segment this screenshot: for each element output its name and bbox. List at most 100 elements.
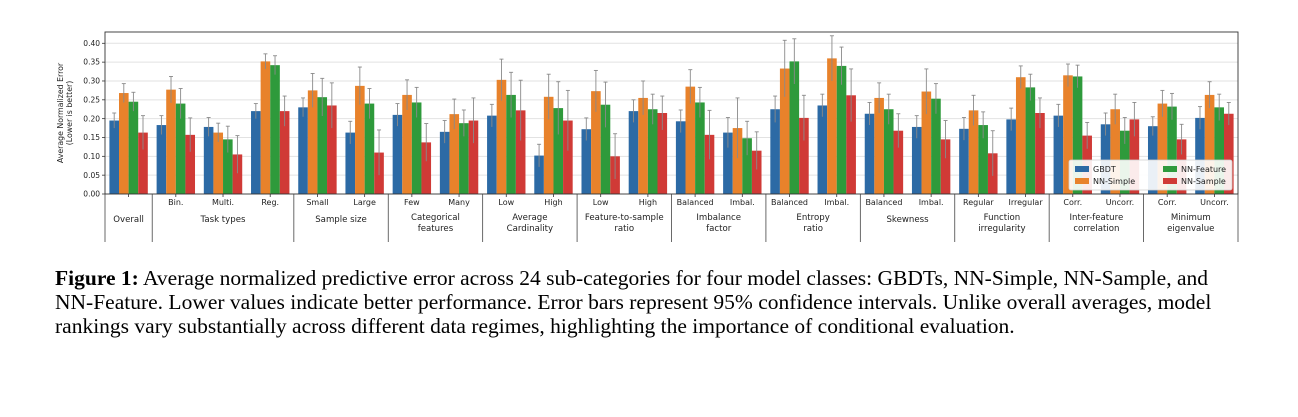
bar <box>1157 103 1168 194</box>
y-tick-label: 0.00 <box>83 190 100 199</box>
bar <box>1214 107 1224 194</box>
bar <box>402 94 412 194</box>
bar <box>921 91 932 194</box>
group-label: Feature-to-sample <box>585 213 664 223</box>
chart-container: 0.00 0.05 0.10 0.15 0.20 0.25 0.30 0.35 0.40 Aver… <box>56 31 1239 242</box>
bar <box>600 104 611 194</box>
x-tick-label: Low <box>498 198 514 207</box>
group-label: Skewness <box>886 215 929 225</box>
bar <box>827 58 837 194</box>
x-tick-label: Imbal. <box>919 198 944 207</box>
bar <box>1025 87 1036 194</box>
group-label: Cardinality <box>507 224 553 234</box>
bar <box>1015 77 1026 194</box>
bar <box>468 120 479 194</box>
bar <box>411 102 422 194</box>
bar <box>1063 75 1073 194</box>
x-tick-label: Balanced <box>865 198 902 207</box>
x-tick-label: Uncorr. <box>1106 198 1134 207</box>
y-tick-label: 0.20 <box>83 114 100 123</box>
x-tick-label: Balanced <box>677 198 714 207</box>
group-label: Imbalance <box>696 213 741 223</box>
bar <box>628 111 639 194</box>
bar <box>723 132 733 194</box>
bar <box>232 154 243 194</box>
bar <box>515 110 526 194</box>
bar <box>327 105 337 194</box>
legend-label: NN-Feature <box>1181 165 1226 174</box>
group-label: Sample size <box>315 215 367 225</box>
x-tick-label: Few <box>404 198 420 207</box>
bar <box>534 155 544 194</box>
group-label: features <box>418 224 454 234</box>
bar <box>647 109 658 194</box>
caption-label: Figure 1: <box>55 266 139 290</box>
legend-swatch <box>1075 166 1089 172</box>
bar <box>978 125 988 194</box>
bar <box>345 132 356 194</box>
bar <box>657 113 668 194</box>
group-label: Entropy <box>796 213 829 223</box>
bar <box>298 107 308 194</box>
x-tick-label: Many <box>448 198 470 207</box>
legend-swatch <box>1163 166 1177 172</box>
bar <box>779 68 790 194</box>
bar <box>959 128 969 194</box>
group-label: Function <box>984 213 1021 223</box>
bar <box>506 94 516 194</box>
bar <box>638 97 648 194</box>
bar <box>789 61 800 194</box>
bar <box>732 128 743 194</box>
y-tick-label: 0.30 <box>83 77 100 86</box>
bar <box>685 86 696 194</box>
bar <box>251 111 261 194</box>
bar <box>883 109 894 194</box>
bar <box>213 132 224 194</box>
bar <box>487 115 497 194</box>
bar <box>799 117 809 194</box>
x-tick-label: Low <box>593 198 609 207</box>
bar <box>459 123 469 194</box>
y-tick-label: 0.35 <box>83 58 100 67</box>
x-tick-label: High <box>544 198 562 207</box>
bar <box>1100 124 1111 194</box>
bar <box>563 120 573 194</box>
bar <box>119 93 129 194</box>
bar <box>364 103 375 194</box>
bar <box>1167 106 1177 194</box>
y-tick-label: 0.05 <box>83 171 100 180</box>
bar <box>742 138 752 194</box>
group-label: Average <box>512 213 547 223</box>
legend-label: NN-Simple <box>1093 177 1135 186</box>
bar <box>439 131 450 194</box>
group-label: ratio <box>614 224 634 234</box>
bar <box>449 114 460 194</box>
bar <box>355 85 365 194</box>
group-label: Inter-feature <box>1070 213 1124 223</box>
bar <box>931 98 941 194</box>
bar <box>1072 76 1083 194</box>
bar <box>1053 115 1064 194</box>
x-tick-label: Irregular <box>1009 198 1044 207</box>
bar <box>817 105 828 194</box>
y-tick-label: 0.40 <box>83 39 100 48</box>
group-label: Overall <box>113 215 144 225</box>
bar <box>675 121 686 194</box>
bar <box>581 129 592 194</box>
bar <box>279 111 290 194</box>
y-tick-label: 0.10 <box>83 152 100 161</box>
bar <box>1195 117 1205 194</box>
bar <box>496 79 507 194</box>
group-label: Minimum <box>1171 213 1211 223</box>
y-axis-label: (Lower is better) <box>65 81 74 146</box>
bar <box>223 139 233 194</box>
x-tick-label: Corr. <box>1063 198 1082 207</box>
bar <box>109 120 120 194</box>
legend-box <box>1068 159 1233 191</box>
group-label: Task types <box>200 215 246 225</box>
bar <box>1223 113 1234 194</box>
figure-caption: Figure 1: Average normalized predictive … <box>55 266 1250 338</box>
bar <box>911 126 922 194</box>
bar <box>175 103 186 194</box>
bar <box>1129 119 1140 194</box>
